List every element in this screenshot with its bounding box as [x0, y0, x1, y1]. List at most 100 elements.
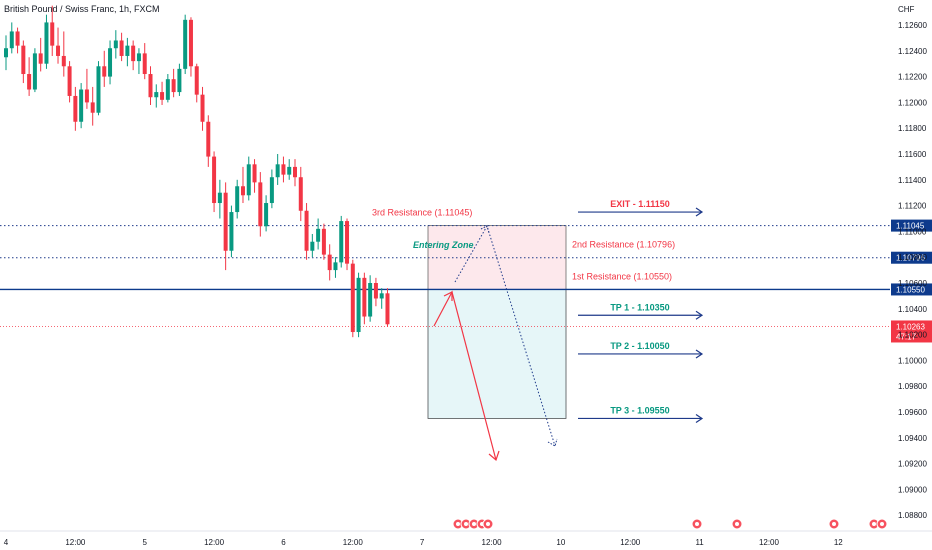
candle-body: [321, 228, 326, 255]
candle-body: [281, 164, 286, 175]
candle-body: [339, 221, 344, 263]
candle-body: [177, 68, 182, 93]
target-label: TP 1 - 1.10350: [610, 302, 669, 312]
candle-body: [73, 95, 78, 122]
candle-body: [350, 263, 355, 333]
time-tick-label: 11: [695, 538, 704, 547]
candle-body: [275, 164, 280, 178]
target-label: TP 2 - 1.10050: [610, 341, 669, 351]
candle-body: [171, 79, 176, 93]
alternate-path-arrow-head-1: [480, 225, 490, 234]
candle-body: [160, 92, 165, 100]
candle-body: [90, 102, 95, 113]
level-price-tag-text: 1.11045: [896, 222, 925, 231]
candle-body: [15, 31, 20, 46]
candle-body: [310, 241, 315, 251]
chart-title: British Pound / Swiss Franc, 1h, FXCM: [4, 4, 160, 14]
economic-event-icon-dot: [872, 522, 876, 526]
position-zones: [427, 225, 567, 419]
target-arrow-head: [695, 207, 704, 217]
candle-body: [142, 53, 147, 75]
level-price-tag: [891, 283, 932, 296]
price-tick-label: 1.11400: [898, 176, 927, 185]
bearish-path-arrow-head-1: [443, 291, 453, 301]
time-tick-label: 12:00: [343, 538, 364, 547]
price-tick-label: 1.10800: [898, 253, 927, 262]
candle-body: [345, 221, 350, 264]
candle-body: [188, 19, 193, 67]
candle-body: [373, 283, 378, 299]
price-tick-label: 1.11800: [898, 124, 927, 133]
candle-body: [4, 48, 8, 58]
level-price-tag: [891, 251, 932, 264]
price-tick-label: 1.10000: [898, 356, 927, 365]
candle-body: [217, 192, 222, 204]
level-price-tag-text: 1.10796: [896, 254, 925, 263]
target-label: EXIT - 1.11150: [610, 199, 670, 209]
candle-body: [38, 53, 43, 64]
economic-event-icon-dot: [486, 522, 490, 526]
candle-body: [61, 55, 66, 67]
current-price-tag: [891, 320, 932, 343]
candle-body: [148, 74, 153, 98]
candle-body: [385, 293, 390, 325]
currency-label: CHF: [898, 5, 915, 14]
price-tick-label: 1.11200: [898, 202, 927, 211]
candle-body: [50, 22, 55, 46]
price-tick-label: 1.09800: [898, 382, 927, 391]
price-tick-label: 1.11600: [898, 150, 927, 159]
candle-body: [235, 186, 240, 213]
candle-body: [304, 210, 309, 251]
candle-body: [9, 31, 14, 49]
candle-body: [269, 177, 274, 204]
level-label-1st: 1st Resistance (1.10550): [572, 271, 672, 281]
candle-body: [379, 293, 384, 299]
economic-event-icon-dot: [832, 522, 836, 526]
price-axis: 1.12600 1.12400 1.12200 1.12000 1.11800 1.116…: [898, 21, 927, 520]
candle-body: [356, 277, 361, 333]
candle-body: [108, 48, 113, 77]
economic-event-icon-dot: [456, 522, 460, 526]
target-zone-box: [427, 289, 567, 419]
target-arrow-head: [695, 310, 704, 320]
candle-body: [113, 40, 118, 49]
candle-body: [240, 186, 245, 196]
candle-body: [102, 66, 107, 77]
time-tick-label: 12:00: [759, 538, 780, 547]
price-tick-label: 1.12000: [898, 98, 927, 107]
candle-body: [194, 66, 199, 95]
candle-body: [264, 203, 269, 227]
candle-body: [200, 94, 205, 122]
price-tick-label: 1.12400: [898, 47, 927, 56]
candle-body: [32, 53, 37, 90]
price-tick-label: 1.09200: [898, 460, 927, 469]
candle-body: [56, 45, 61, 56]
price-tick-label: 1.10400: [898, 305, 927, 314]
time-tick-label: 10: [556, 538, 565, 547]
candle-body: [21, 45, 26, 75]
candle-body: [154, 92, 159, 98]
candle-body: [119, 40, 124, 56]
economic-event-icon-dot: [472, 522, 476, 526]
candle-body: [333, 262, 338, 271]
candle-body: [316, 228, 321, 242]
candle-body: [293, 166, 297, 178]
candle-body: [246, 164, 251, 196]
price-tick-label: 1.08800: [898, 511, 927, 520]
time-tick-label: 12:00: [482, 538, 503, 547]
candle-body: [229, 212, 234, 251]
candle-body: [136, 53, 141, 62]
time-tick-label: 7: [420, 538, 425, 547]
price-tick-label: 1.09600: [898, 408, 927, 417]
candle-body: [368, 283, 373, 317]
time-tick-label: 6: [281, 538, 286, 547]
level-label-3rd: 3rd Resistance (1.11045): [372, 208, 472, 218]
candle-body: [27, 74, 32, 90]
candle-body: [96, 66, 101, 113]
price-tick-label: 1.09000: [898, 485, 927, 494]
time-tick-label: 4: [4, 538, 9, 547]
time-tick-label: 5: [142, 538, 147, 547]
candle-body: [252, 164, 257, 183]
candle-body: [327, 254, 332, 271]
